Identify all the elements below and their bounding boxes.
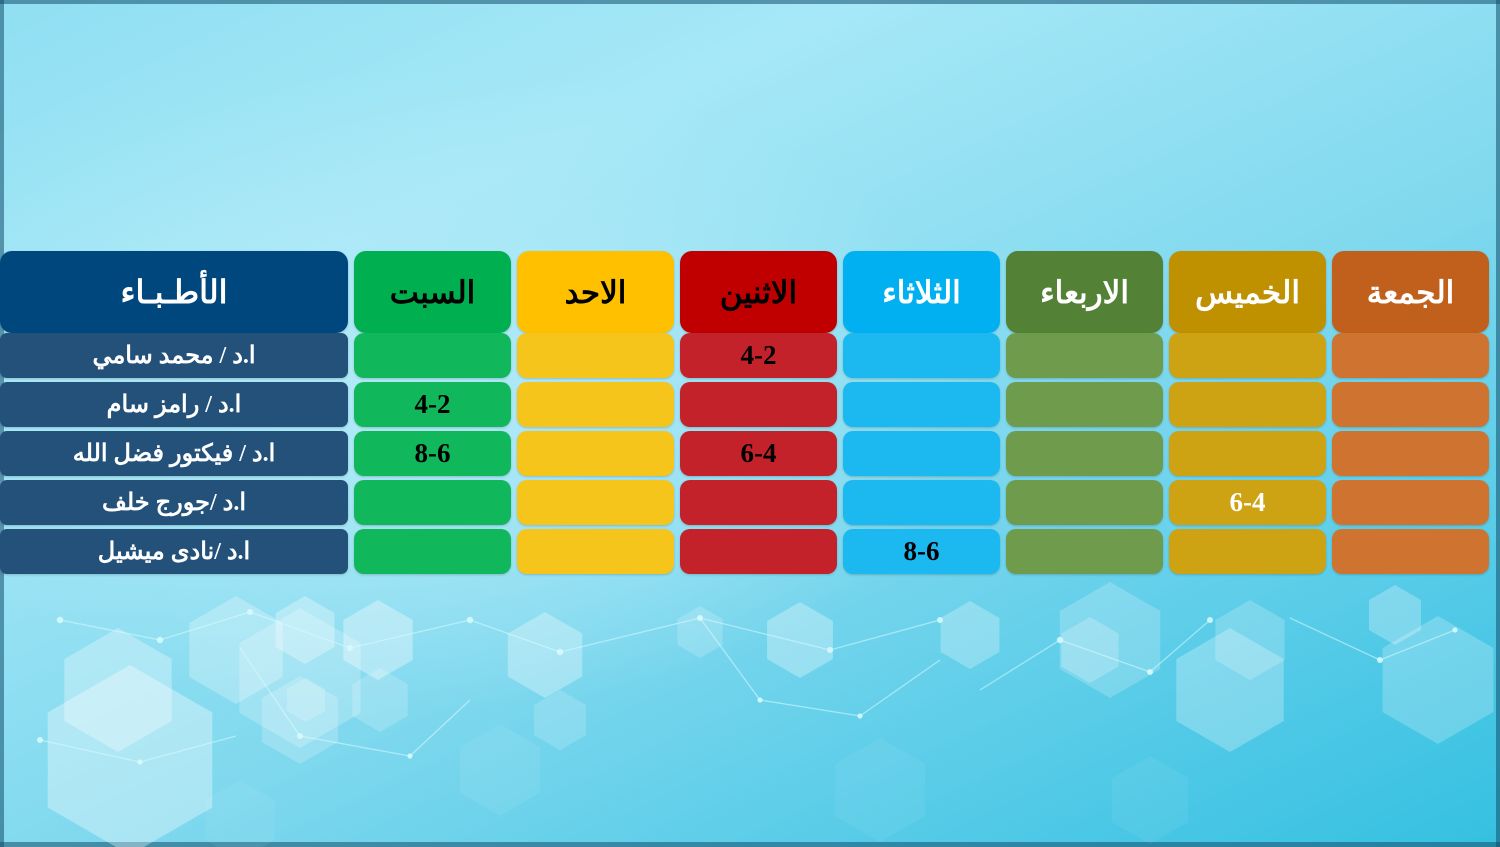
schedule-slot-monday[interactable] (680, 480, 837, 525)
schedule-slot-thursday[interactable] (1169, 431, 1326, 476)
schedule-slot-wednesday[interactable] (1006, 333, 1163, 378)
slide-edge-bottom (0, 842, 1500, 847)
schedule-slot-friday[interactable] (1332, 529, 1489, 574)
doctor-name-label: ا.د /جورج خلف (102, 489, 246, 516)
day-header-saturday[interactable]: السبت (354, 251, 511, 333)
day-header-friday[interactable]: الجمعة (1332, 251, 1489, 333)
schedule-slot-wednesday[interactable] (1006, 529, 1163, 574)
schedule-slot-saturday[interactable] (354, 529, 511, 574)
doctors-column-header-label: الأطـبـاء (120, 274, 228, 310)
table-row: 6-4 ا.د /جورج خلف (0, 480, 1492, 525)
schedule-slot-monday[interactable]: 4-2 (680, 333, 837, 378)
schedule-slot-thursday[interactable] (1169, 382, 1326, 427)
doctor-name-label: ا.د / رامز سام (106, 391, 242, 418)
schedule-slot-monday[interactable]: 6-4 (680, 431, 837, 476)
day-header-sunday[interactable]: الاحد (517, 251, 674, 333)
schedule-slot-wednesday[interactable] (1006, 480, 1163, 525)
schedule-slot-sunday[interactable] (517, 431, 674, 476)
doctor-name-cell[interactable]: ا.د /نادى ميشيل (0, 529, 348, 574)
day-header-saturday-label: السبت (389, 274, 476, 310)
schedule-slot-sunday[interactable] (517, 480, 674, 525)
schedule-slot-sunday[interactable] (517, 382, 674, 427)
day-header-wednesday-label: الاربعاء (1040, 274, 1129, 310)
table-row: 6-4 8-6 ا.د / فيكتور فضل الله (0, 431, 1492, 476)
schedule-slot-tuesday[interactable] (843, 382, 1000, 427)
doctor-name-cell[interactable]: ا.د / رامز سام (0, 382, 348, 427)
schedule-slot-wednesday[interactable] (1006, 382, 1163, 427)
slot-time-label: 8-6 (414, 438, 451, 468)
schedule-slot-sunday[interactable] (517, 333, 674, 378)
slot-time-label: 6-4 (740, 438, 777, 468)
schedule-slot-monday[interactable] (680, 529, 837, 574)
table-body: 4-2 ا.د / محمد سامي 4-2 ا.د / رامز سام 6-4 8-… (0, 333, 1492, 574)
schedule-slot-sunday[interactable] (517, 529, 674, 574)
table-row: 8-6 ا.د /نادى ميشيل (0, 529, 1492, 574)
slide-edge-right (1496, 0, 1500, 847)
schedule-slot-tuesday[interactable] (843, 480, 1000, 525)
doctor-name-cell[interactable]: ا.د /جورج خلف (0, 480, 348, 525)
day-header-monday-label: الاثنين (719, 274, 798, 310)
table-row: 4-2 ا.د / رامز سام (0, 382, 1492, 427)
schedule-slot-saturday[interactable] (354, 333, 511, 378)
schedule-slot-friday[interactable] (1332, 333, 1489, 378)
slot-time-label: 4-2 (740, 340, 777, 370)
day-header-wednesday[interactable]: الاربعاء (1006, 251, 1163, 333)
schedule-slot-monday[interactable] (680, 382, 837, 427)
doctor-name-cell[interactable]: ا.د / محمد سامي (0, 333, 348, 378)
slot-time-label: 4-2 (414, 389, 451, 419)
day-header-thursday-label: الخميس (1195, 274, 1300, 310)
doctors-schedule-table: الجمعة الخميس الاربعاء الثلاثاء الاثنين … (0, 251, 1492, 574)
doctor-name-cell[interactable]: ا.د / فيكتور فضل الله (0, 431, 348, 476)
schedule-slot-wednesday[interactable] (1006, 431, 1163, 476)
doctor-name-label: ا.د / محمد سامي (92, 342, 256, 369)
day-header-friday-label: الجمعة (1366, 274, 1455, 310)
table-header-row: الجمعة الخميس الاربعاء الثلاثاء الاثنين … (0, 251, 1492, 333)
day-header-thursday[interactable]: الخميس (1169, 251, 1326, 333)
doctor-name-label: ا.د / فيكتور فضل الله (72, 440, 276, 467)
schedule-slot-tuesday[interactable] (843, 431, 1000, 476)
day-header-tuesday[interactable]: الثلاثاء (843, 251, 1000, 333)
schedule-slot-saturday[interactable]: 4-2 (354, 382, 511, 427)
schedule-slot-friday[interactable] (1332, 480, 1489, 525)
day-header-sunday-label: الاحد (564, 274, 627, 310)
schedule-slot-saturday[interactable]: 8-6 (354, 431, 511, 476)
schedule-slot-saturday[interactable] (354, 480, 511, 525)
schedule-slot-thursday[interactable] (1169, 333, 1326, 378)
slide-edge-top (0, 0, 1500, 4)
day-header-monday[interactable]: الاثنين (680, 251, 837, 333)
day-header-tuesday-label: الثلاثاء (882, 274, 961, 310)
schedule-slot-tuesday[interactable] (843, 333, 1000, 378)
table-row: 4-2 ا.د / محمد سامي (0, 333, 1492, 378)
doctors-column-header[interactable]: الأطـبـاء (0, 251, 348, 333)
schedule-slot-thursday[interactable] (1169, 529, 1326, 574)
schedule-slot-tuesday[interactable]: 8-6 (843, 529, 1000, 574)
schedule-slot-friday[interactable] (1332, 382, 1489, 427)
schedule-slot-friday[interactable] (1332, 431, 1489, 476)
slot-time-label: 8-6 (903, 536, 940, 566)
doctor-name-label: ا.د /نادى ميشيل (97, 538, 251, 565)
slot-time-label: 6-4 (1229, 487, 1266, 517)
schedule-slot-thursday[interactable]: 6-4 (1169, 480, 1326, 525)
